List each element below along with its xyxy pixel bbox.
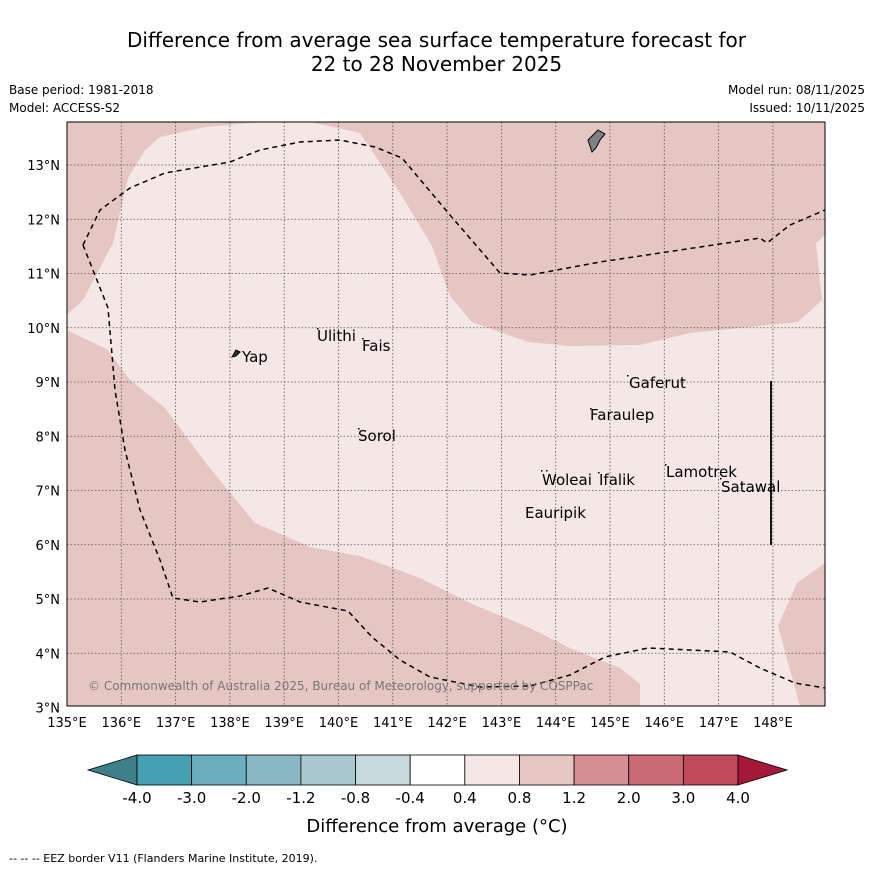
colorbar-over-arrow: [737, 754, 789, 786]
title-line-1: Difference from average sea surface temp…: [126, 28, 746, 52]
eez-border-west: [82, 244, 825, 689]
colorbar-bin: [464, 754, 520, 786]
place-label: Eauripik: [525, 504, 586, 522]
medium-zone-north: [67, 122, 825, 346]
longitude-tick-label: 144°E: [536, 716, 576, 731]
colorbar-tick-label: -3.0: [177, 789, 206, 807]
colorbar-tick-label: -1.2: [286, 789, 315, 807]
meta-right: Model run: 08/11/2025 Issued: 10/11/2025: [728, 81, 865, 117]
meta-left: Base period: 1981-2018 Model: ACCESS-S2: [9, 81, 154, 117]
colorbar: -4.0 -3.0 -2.0 -1.2 -0.8 -0.4 0.4 0.8 1.2 2.0 3.0 4…: [86, 754, 789, 837]
latitude-tick-label: 8°N: [36, 430, 61, 445]
colorbar-tick-label: -0.4: [396, 789, 425, 807]
colorbar-label: Difference from average (°C): [306, 816, 567, 837]
place-label: Faraulep: [590, 406, 654, 424]
place-label: Ulithi: [317, 327, 356, 345]
colorbar-tick-label: 4.0: [726, 789, 750, 807]
place-label: Ifalik: [599, 471, 635, 489]
colorbar-bin: [409, 754, 466, 786]
colorbar-tick-label: 0.4: [453, 789, 477, 807]
longitude-tick-label: 141°E: [373, 716, 413, 731]
copyright-notice: © Commonwealth of Australia 2025, Bureau…: [88, 679, 593, 693]
place-label: Woleai: [542, 471, 592, 489]
longitude-tick-label: 140°E: [319, 716, 359, 731]
place-labels: Yap Ulithi Fais Gaferut Faraulep Sorol W…: [241, 327, 780, 522]
issued-date: Issued: 10/11/2025: [749, 101, 865, 115]
longitude-tick-label: 135°E: [47, 716, 87, 731]
latitude-tick-label: 10°N: [27, 322, 60, 337]
place-label: Sorol: [358, 427, 396, 445]
chart-title: Difference from average sea surface temp…: [0, 28, 873, 76]
model-run: Model run: 08/11/2025: [727, 83, 865, 97]
place-label: Fais: [362, 337, 391, 355]
longitude-tick-label: 146°E: [645, 716, 685, 731]
place-label: Lamotrek: [666, 463, 737, 481]
colorbar-tick-label: 1.2: [562, 789, 586, 807]
colorbar-tick-label: 3.0: [671, 789, 695, 807]
colorbar-bin: [191, 754, 247, 786]
colorbar-bin: [519, 754, 575, 786]
map-frame: [66, 121, 826, 707]
colorbar-bin: [300, 754, 356, 786]
medium-zone-south: [67, 330, 640, 706]
colorbar-under-arrow: [86, 754, 138, 786]
colorbar-tick-label: -0.8: [341, 789, 370, 807]
longitude-tick-label: 147°E: [699, 716, 739, 731]
colorbar-bin: [573, 754, 630, 786]
guam-island: [587, 129, 606, 153]
longitude-tick-label: 148°E: [753, 716, 793, 731]
gridlines: [67, 122, 825, 706]
latitude-tick-label: 3°N: [36, 702, 61, 717]
place-label: Yap: [241, 348, 268, 366]
latitude-tick-label: 6°N: [36, 539, 61, 554]
colorbar-tick-label: 2.0: [617, 789, 641, 807]
longitude-labels: 135°E 136°E 137°E 138°E 139°E 140°E 141°E 142°E…: [47, 716, 792, 731]
latitude-labels: 13°N 12°N 11°N 10°N 9°N 8°N 7°N 6°N 5°N 4°N 3°N: [27, 159, 60, 717]
latitude-tick-label: 5°N: [36, 593, 61, 608]
colorbar-bin: [682, 754, 739, 786]
base-period: Base period: 1981-2018: [9, 83, 154, 97]
longitude-tick-label: 137°E: [156, 716, 196, 731]
title-line-2: 22 to 28 November 2025: [310, 52, 563, 76]
longitude-tick-label: 143°E: [482, 716, 522, 731]
longitude-tick-label: 138°E: [210, 716, 250, 731]
longitude-tick-label: 142°E: [427, 716, 467, 731]
colorbar-tick-label: -2.0: [232, 789, 261, 807]
longitude-tick-label: 139°E: [264, 716, 304, 731]
colorbar-bin: [136, 754, 193, 786]
colorbar-bin: [355, 754, 411, 786]
latitude-tick-label: 13°N: [27, 159, 60, 174]
yap-island: [230, 349, 241, 358]
place-label: Satawal: [721, 478, 780, 496]
longitude-tick-label: 136°E: [102, 716, 142, 731]
island-specks: [317, 328, 722, 480]
latitude-tick-label: 12°N: [27, 213, 60, 228]
colorbar-tick-label: -4.0: [122, 789, 151, 807]
model-name: Model: ACCESS-S2: [9, 101, 121, 115]
latitude-tick-label: 11°N: [27, 268, 60, 283]
map-area: Yap Ulithi Fais Gaferut Faraulep Sorol W…: [67, 122, 825, 706]
place-label: Gaferut: [629, 374, 686, 392]
latitude-tick-label: 9°N: [36, 376, 61, 391]
eez-legend: -- -- -- EEZ border V11 (Flanders Marine…: [9, 852, 318, 865]
latitude-tick-label: 4°N: [36, 647, 61, 662]
longitude-tick-label: 145°E: [590, 716, 630, 731]
latitude-tick-label: 7°N: [36, 485, 61, 500]
colorbar-tick-label: 0.8: [508, 789, 532, 807]
colorbar-bin: [628, 754, 684, 786]
colorbar-bin: [245, 754, 302, 786]
